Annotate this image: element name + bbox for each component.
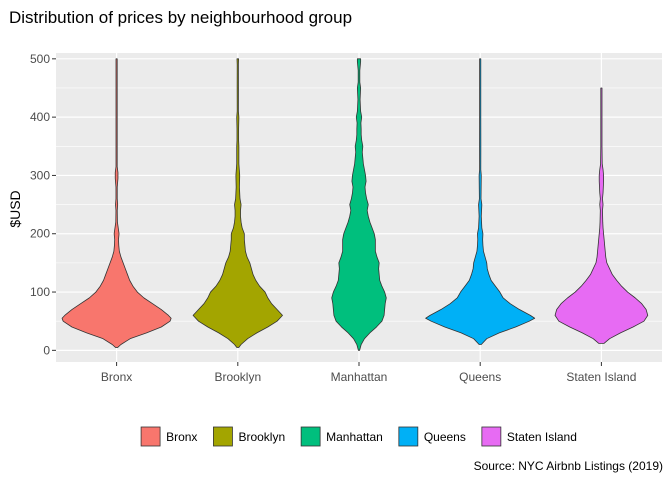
legend-item-bronx: Bronx [140, 426, 197, 447]
legend: Bronx Brooklyn Manhattan Queens Staten Islan… [140, 426, 577, 447]
x-tick-label: Bronx [101, 370, 132, 384]
caption: Source: NYC Airbnb Listings (2019) [474, 459, 663, 473]
legend-label: Bronx [166, 430, 197, 444]
legend-key [213, 426, 233, 447]
x-tick-label: Queens [459, 370, 501, 384]
y-tick-label: 100 [30, 285, 50, 299]
violin-brooklyn [192, 58, 283, 348]
violin-queens [425, 58, 536, 345]
legend-key [140, 426, 161, 447]
legend-key [300, 426, 321, 447]
legend-item-brooklyn: Brooklyn [213, 426, 285, 447]
violins [61, 58, 649, 351]
violin-manhattan [331, 58, 387, 351]
y-tick-label: 400 [30, 110, 50, 124]
x-tick-label: Staten Island [566, 370, 636, 384]
y-tick-label: 500 [30, 52, 50, 66]
y-tick-label: 200 [30, 227, 50, 241]
x-tick-label: Manhattan [331, 370, 388, 384]
x-tick-label: Brooklyn [214, 370, 261, 384]
y-axis-title: $USD [7, 190, 23, 227]
chart-title: Distribution of prices by neighbourhood … [9, 8, 352, 27]
legend-item-staten-island: Staten Island [481, 426, 577, 447]
legend-label: Queens [424, 430, 466, 444]
legend-label: Brooklyn [238, 430, 285, 444]
y-tick-label: 0 [43, 343, 50, 357]
y-axis: 0 100 200 300 400 500 [30, 52, 56, 357]
legend-key [398, 426, 419, 447]
violin-bronx [61, 58, 172, 348]
x-axis: Bronx Brooklyn Manhattan Queens Staten Islan… [101, 362, 636, 384]
legend-label: Manhattan [326, 430, 383, 444]
legend-item-manhattan: Manhattan [300, 426, 383, 447]
legend-key [481, 426, 502, 447]
legend-item-queens: Queens [398, 426, 466, 447]
violin-staten-island [554, 87, 649, 344]
legend-label: Staten Island [507, 430, 577, 444]
y-tick-label: 300 [30, 168, 50, 182]
